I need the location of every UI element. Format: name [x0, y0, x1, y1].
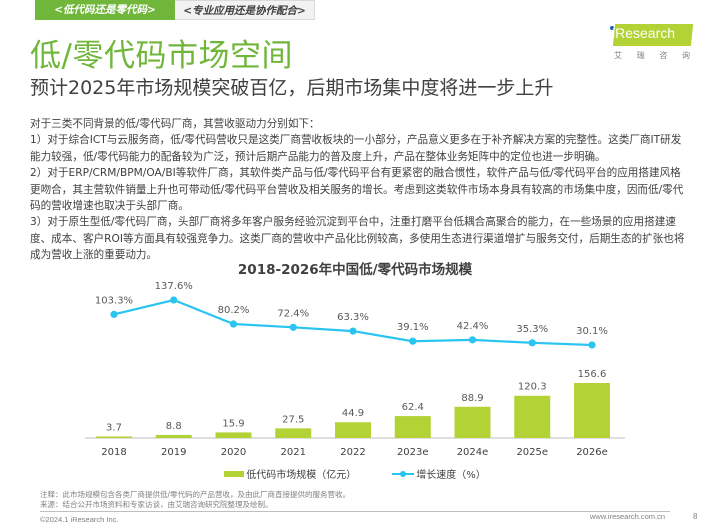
- legend-label-growth: 增长速度（%）: [416, 470, 486, 481]
- growth-point-2026e: [588, 341, 596, 349]
- legend-item-market-size: 低代码市场规模（亿元）: [224, 466, 356, 481]
- growth-point-2023e: [409, 337, 417, 345]
- body-paragraph-1: 1）对于综合ICT与云服务商，低/零代码营收只是这类厂商营收板块的一小部分，产品…: [30, 134, 682, 163]
- footer-divider: [40, 511, 670, 512]
- footnote-source: 来源：结合公开市场资料和专家访谈，由艾瑞咨询研究院整理及绘制。: [40, 500, 273, 509]
- growth-label-2023e: 39.1%: [397, 322, 429, 333]
- growth-label-2020: 80.2%: [218, 305, 250, 316]
- bar-label-2026e: 156.6: [578, 369, 607, 380]
- x-tick-2018: 2018: [101, 447, 126, 458]
- body-text: 对于三类不同背景的低/零代码厂商，其营收驱动力分别如下： 1）对于综合ICT与云…: [30, 116, 685, 264]
- tab-professional-vs-collaboration[interactable]: <专业应用还是协作配合>: [175, 0, 315, 20]
- legend-line-swatch: [392, 470, 415, 477]
- bar-label-2025e: 120.3: [518, 382, 547, 393]
- body-paragraph-3: 3）对于原生型低/零代码厂商，头部厂商将多年客户服务经验沉淀到平台中，注重打磨平…: [30, 216, 685, 262]
- copyright: ©2024.1 iResearch Inc.: [40, 515, 119, 524]
- growth-point-2024e: [468, 336, 477, 344]
- logo-char: 询: [681, 51, 690, 60]
- x-tick-2024e: 2024e: [457, 447, 489, 458]
- footnotes: 注释：此市场规模包含各类厂商提供低/零代码的产品营收，及由此厂商直接提供的服务营…: [40, 490, 350, 510]
- website-link[interactable]: www.iresearch.com.cn: [590, 512, 666, 521]
- bar-2024e: [454, 406, 491, 438]
- bar-label-2020: 15.9: [222, 418, 244, 429]
- growth-point-2019: [170, 296, 178, 304]
- body-paragraph-intro: 对于三类不同背景的低/零代码厂商，其营收驱动力分别如下：: [30, 118, 320, 130]
- growth-label-2026e: 30.1%: [576, 326, 608, 337]
- legend-item-growth: 增长速度（%）: [392, 466, 486, 481]
- x-tick-2020: 2020: [221, 447, 246, 458]
- footnote-note: 注释：此市场规模包含各类厂商提供低/零代码的产品营收，及由此厂商直接提供的服务营…: [40, 490, 351, 499]
- chart-legend: 低代码市场规模（亿元） 增长速度（%）: [0, 466, 710, 481]
- growth-point-2022: [349, 327, 357, 335]
- logo-char: 瑞: [636, 51, 645, 60]
- growth-point-2020: [229, 320, 238, 328]
- bar-label-2024e: 88.9: [461, 393, 483, 404]
- bar-2026e: [574, 383, 610, 438]
- logo-brand-text: iResearch: [612, 25, 676, 41]
- logo-char: 咨: [659, 51, 668, 60]
- bar-label-2021: 27.5: [282, 414, 304, 425]
- growth-label-2021: 72.4%: [277, 308, 309, 319]
- logo-subtitle: 艾 瑞 咨 询: [608, 46, 694, 61]
- growth-label-2025e: 35.3%: [516, 324, 548, 335]
- x-tick-2022: 2022: [340, 447, 365, 458]
- bar-2018: [96, 436, 132, 438]
- page-title: 低/零代码市场空间: [30, 38, 293, 74]
- bar-label-2022: 44.9: [342, 408, 364, 419]
- bar-2022: [335, 422, 371, 438]
- growth-point-2018: [110, 310, 118, 318]
- growth-point-2025e: [528, 339, 536, 347]
- growth-label-2018: 103.3%: [95, 295, 133, 306]
- bar-2021: [275, 428, 312, 438]
- page-subtitle: 预计2025年市场规模突破百亿，后期市场集中度将进一步上升: [30, 77, 554, 99]
- chart-title: 2018-2026年中国低/零代码市场规模: [237, 262, 473, 278]
- logo-char: 艾: [614, 51, 622, 60]
- bar-2020: [215, 432, 252, 438]
- x-tick-2026e: 2026e: [576, 447, 608, 458]
- bar-label-2018: 3.7: [106, 423, 122, 434]
- iresearch-logo: iResearch 艾 瑞 咨 询: [608, 24, 694, 61]
- bar-label-2023e: 62.4: [402, 402, 424, 413]
- growth-point-2021: [289, 323, 297, 331]
- logo-dot-icon: [610, 26, 614, 30]
- x-tick-2025e: 2025e: [516, 447, 548, 458]
- section-tabs: <低代码还是零代码> <专业应用还是协作配合>: [35, 0, 315, 20]
- bar-2019: [155, 434, 192, 438]
- x-tick-2021: 2021: [281, 447, 306, 458]
- x-tick-2019: 2019: [161, 447, 186, 458]
- bar-label-2019: 8.8: [166, 421, 182, 432]
- legend-label-market-size: 低代码市场规模（亿元）: [246, 470, 357, 481]
- legend-bar-swatch: [224, 470, 245, 477]
- bar-2023e: [394, 416, 431, 438]
- growth-label-2019: 137.6%: [155, 281, 193, 292]
- bar-2025e: [514, 395, 551, 438]
- tab-low-code-vs-zero-code[interactable]: <低代码还是零代码>: [35, 0, 175, 20]
- growth-label-2024e: 42.4%: [457, 321, 489, 332]
- growth-label-2022: 63.3%: [337, 312, 369, 323]
- body-paragraph-2: 2）对于ERP/CRM/BPM/OA/BI等软件厂商，其软件类产品与低/零代码平…: [30, 167, 684, 213]
- page-number: 8: [693, 512, 698, 521]
- x-tick-2023e: 2023e: [397, 447, 429, 458]
